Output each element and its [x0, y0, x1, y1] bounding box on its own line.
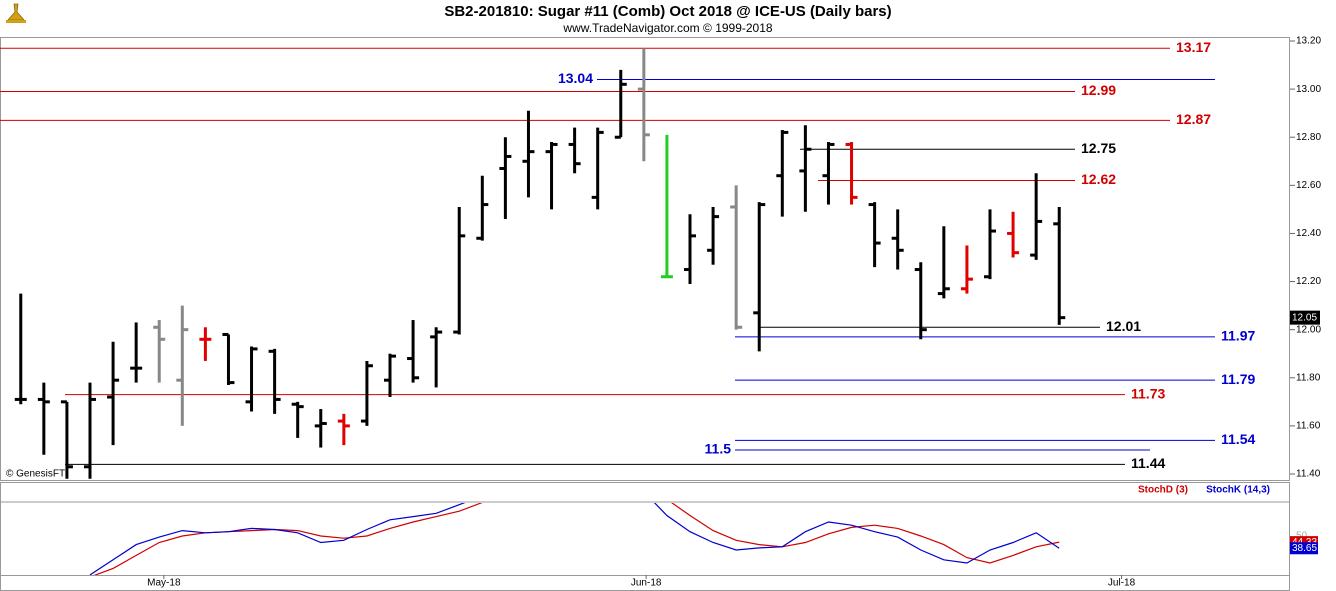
y-tick-label: 11.60: [1296, 421, 1321, 432]
level-label: 12.99: [1081, 82, 1116, 98]
legend-entry: StochD (3): [1138, 485, 1188, 496]
watermark: © GenesisFT: [6, 469, 65, 480]
x-tick-label: Jul-18: [1108, 578, 1136, 589]
y-tick-label: 11.80: [1296, 372, 1321, 383]
logo: [6, 3, 26, 23]
level-label: 11.44: [1131, 455, 1165, 471]
chart-subtitle: www.TradeNavigator.com © 1999-2018: [562, 21, 772, 35]
level-label: 12.01: [1106, 318, 1141, 334]
level-label: 12.87: [1176, 111, 1211, 127]
x-tick-label: May-18: [147, 578, 181, 589]
stoch-line: [93, 503, 1060, 575]
y-tick-label: 12.20: [1296, 276, 1321, 287]
chart-title: SB2-201810: Sugar #11 (Comb) Oct 2018 @ …: [444, 3, 891, 20]
level-label: 13.17: [1176, 39, 1211, 55]
y-tick-label: 13.00: [1296, 84, 1321, 95]
y-tick-label: 12.40: [1296, 228, 1321, 239]
y-tick-label: 12.80: [1296, 132, 1321, 143]
level-label: 11.79: [1221, 371, 1255, 387]
level-label: 11.5: [705, 441, 732, 457]
last-price-label: 12.05: [1292, 312, 1317, 323]
level-label: 12.75: [1081, 140, 1116, 156]
last-value-box: [1290, 542, 1318, 555]
last-price-box: [1290, 310, 1320, 325]
stoch-lines: [89, 503, 1060, 575]
price-panel: [0, 37, 1290, 481]
y-tick-label: 11.40: [1296, 469, 1321, 480]
level-label: 13.04: [558, 70, 593, 86]
last-value-label: 38.65: [1292, 543, 1317, 554]
x-tick-label: Jun-18: [631, 578, 662, 589]
stoch-line: [89, 503, 1060, 575]
level-label: 11.54: [1221, 431, 1255, 447]
legend-entry: StochK (14,3): [1206, 485, 1270, 496]
level-label: 12.62: [1081, 171, 1116, 187]
level-label: 11.73: [1131, 385, 1165, 401]
y-tick-label: 12.00: [1296, 324, 1321, 335]
y-tick-label: 12.60: [1296, 180, 1321, 191]
level-label: 11.97: [1221, 328, 1255, 344]
y-tick-label: 13.20: [1296, 36, 1321, 47]
